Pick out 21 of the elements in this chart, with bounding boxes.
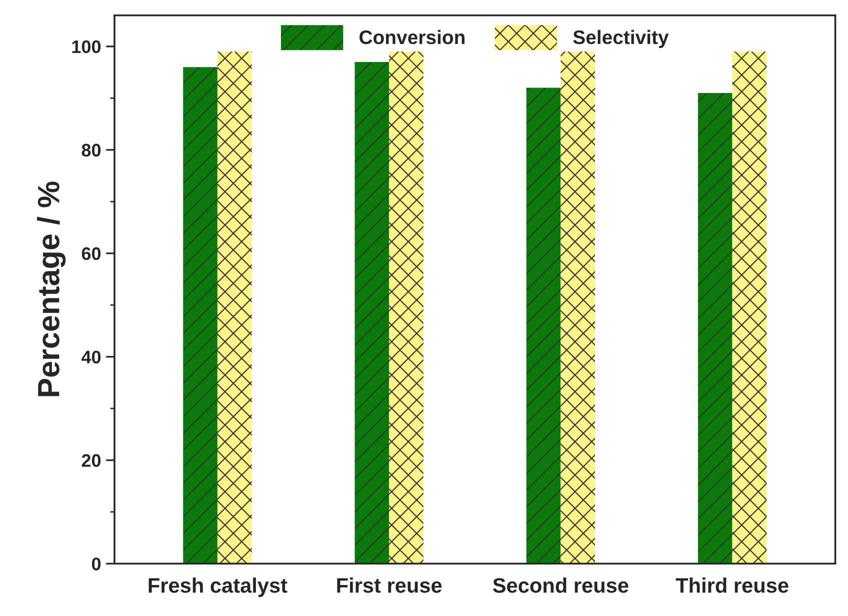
legend-label: Conversion (360, 30, 464, 44)
bar (560, 52, 596, 564)
y-tick-label: 100 (72, 40, 101, 54)
x-tick-label: Fresh catalyst (148, 578, 288, 597)
bar (698, 92, 732, 564)
y-tick-label: 80 (82, 144, 101, 157)
x-tick-label: Third reuse (676, 578, 788, 593)
y-tick-label: 0 (92, 558, 101, 570)
legend-label: Selectivity (573, 30, 669, 48)
x-tick-label: Second reuse (492, 578, 628, 593)
bar (389, 52, 424, 564)
bar (526, 88, 561, 564)
y-tick-label: 40 (81, 350, 101, 364)
y-axis-title: Percentage / % (36, 182, 66, 396)
x-tick-label: First reuse (337, 578, 442, 593)
bar (732, 52, 767, 564)
bar (217, 52, 252, 564)
y-tick-label: 60 (82, 247, 101, 260)
bar (354, 62, 390, 564)
y-tick-label: 20 (82, 454, 101, 467)
bar (183, 67, 218, 564)
